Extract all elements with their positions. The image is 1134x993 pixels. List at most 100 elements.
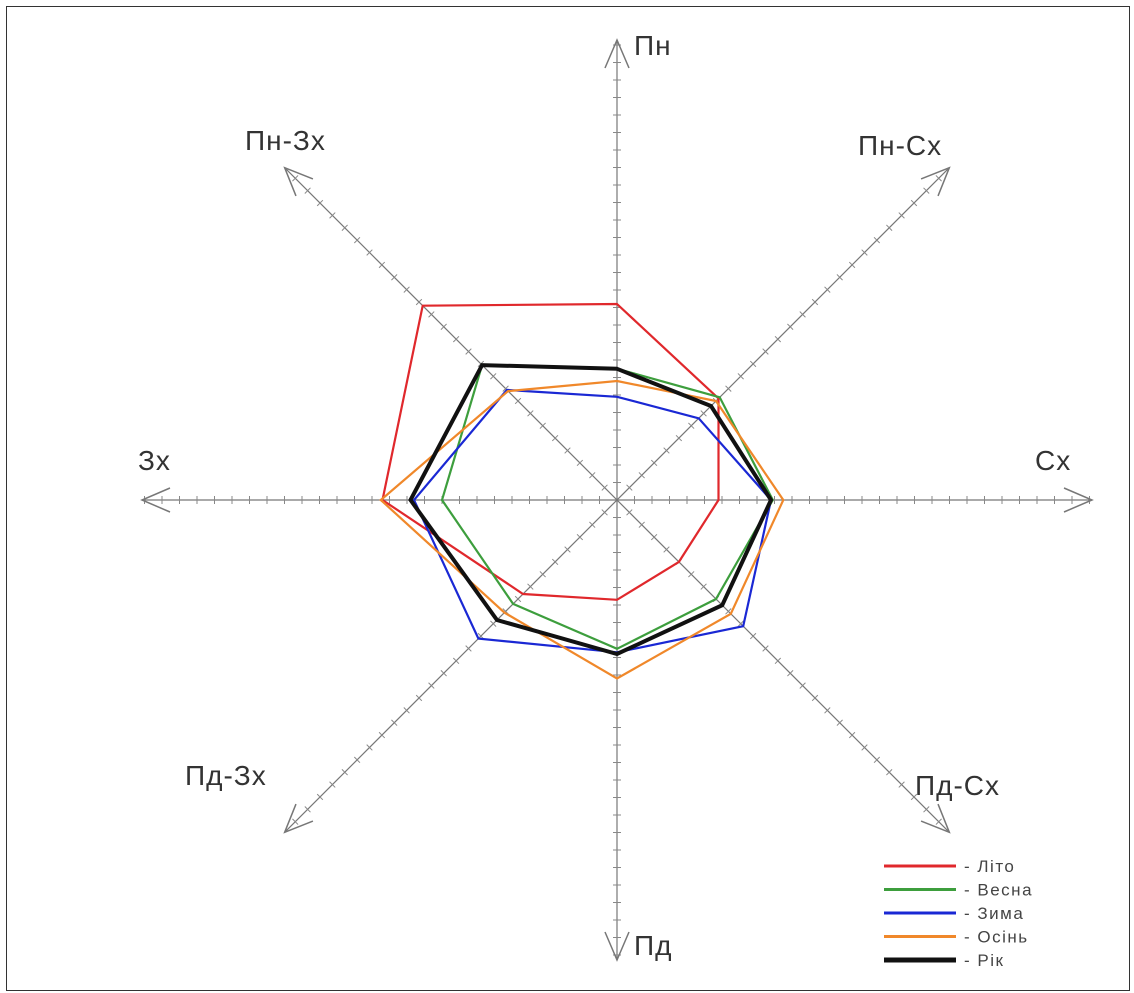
- direction-label-сх: Сх: [1035, 445, 1071, 476]
- axis-tick: [576, 459, 584, 467]
- axis-tick: [749, 632, 757, 640]
- axis-tick: [551, 558, 559, 566]
- axis-tick: [601, 509, 608, 516]
- axis-tick: [304, 187, 311, 194]
- axis-tick: [910, 793, 918, 801]
- axis-tick: [403, 707, 410, 714]
- axis-tick: [873, 756, 881, 764]
- axis-tick: [848, 261, 856, 269]
- axis-tick: [923, 187, 930, 194]
- axis-tick: [799, 682, 806, 689]
- axis-tick: [589, 472, 596, 479]
- axis-tick: [774, 657, 782, 665]
- axis-tick: [539, 422, 546, 429]
- axis-tick: [539, 571, 546, 578]
- legend: - Літо - Весна - Зима - Осінь - Рік: [884, 857, 1033, 970]
- arrowhead-пн: [604, 38, 630, 69]
- axis-tick: [514, 595, 522, 603]
- axis-tick: [378, 261, 386, 269]
- axis-tick: [898, 781, 905, 788]
- arrowhead-зх: [140, 487, 171, 513]
- axis-tick: [935, 818, 942, 825]
- axis-tick: [886, 769, 893, 776]
- axis-tick: [440, 670, 447, 677]
- axis-tick: [836, 719, 843, 726]
- axis-tick: [638, 521, 645, 528]
- axis-tick: [787, 670, 794, 677]
- axis-tick: [329, 781, 336, 788]
- axis-tick: [452, 657, 460, 665]
- axis-tick: [811, 694, 819, 702]
- axis-tick: [663, 546, 670, 553]
- axis-tick: [935, 175, 942, 182]
- axis-tick: [576, 533, 584, 541]
- axis-tick: [663, 447, 670, 454]
- axis-tick: [861, 249, 868, 256]
- axis-tick: [292, 818, 299, 825]
- axis-tick: [490, 620, 497, 627]
- axis-tick: [873, 236, 881, 244]
- series-літо: [381, 302, 720, 601]
- axis-tick: [700, 583, 707, 590]
- axis-tick: [836, 274, 843, 281]
- axis-tick: [898, 212, 905, 219]
- axis-tick: [440, 323, 447, 330]
- legend-label-зима: - Зима: [964, 904, 1024, 923]
- axis-tick: [688, 422, 695, 429]
- axis-tick: [316, 199, 324, 207]
- direction-label-зх: Зх: [138, 445, 171, 476]
- series-рік: [408, 363, 774, 657]
- axis-tick: [824, 707, 831, 714]
- arrowhead-пд-сх: [920, 803, 951, 834]
- arrowhead-пд: [604, 931, 630, 962]
- legend-label-весна: - Весна: [964, 881, 1033, 900]
- axis-tick: [650, 459, 658, 467]
- axis-tick: [811, 298, 819, 306]
- axis-tick: [886, 224, 893, 231]
- axis-tick: [737, 373, 744, 380]
- axis-tick: [341, 224, 348, 231]
- axis-tick: [428, 311, 435, 318]
- axis-tick: [589, 521, 596, 528]
- axis-tick: [490, 373, 497, 380]
- axis-tick: [403, 286, 410, 293]
- axis-tick: [910, 199, 918, 207]
- direction-label-пд-зх: Пд-Зх: [185, 760, 267, 791]
- axis-tick: [465, 348, 472, 355]
- axis-tick: [700, 410, 707, 417]
- axis-tick: [848, 731, 856, 739]
- axis-tick: [366, 744, 373, 751]
- axis-tick: [378, 731, 386, 739]
- series-group: [379, 302, 785, 680]
- direction-label-пн: Пн: [634, 30, 672, 61]
- axis-tick: [391, 719, 398, 726]
- axis-tick: [329, 212, 336, 219]
- axis-tick: [316, 793, 324, 801]
- axis-tick: [514, 397, 522, 405]
- axis-tick: [415, 694, 423, 702]
- direction-labels: Пн Пн-Сх Сх Пд-Сх Пд Пд-Зх Зх Пн-Зх: [138, 30, 1071, 961]
- axis-tick: [564, 546, 571, 553]
- axis-tick: [551, 434, 559, 442]
- axis-tick: [502, 385, 509, 392]
- axis-tick: [638, 472, 645, 479]
- axis-tick: [353, 236, 361, 244]
- axis-tick: [725, 385, 732, 392]
- axis-tick: [452, 335, 460, 343]
- axis-tick: [923, 806, 930, 813]
- direction-label-пд: Пд: [634, 930, 672, 961]
- legend-label-рік: - Рік: [964, 951, 1004, 970]
- arrowhead-пд-зх: [283, 803, 314, 834]
- legend-label-осінь: - Осінь: [964, 928, 1029, 947]
- axis-tick: [650, 533, 658, 541]
- direction-label-пн-зх: Пн-Зх: [245, 125, 326, 156]
- axis-tick: [626, 509, 633, 516]
- axis-tick: [353, 756, 361, 764]
- axis-tick: [527, 410, 534, 417]
- axis-tick: [762, 348, 769, 355]
- series-осінь: [379, 379, 785, 680]
- axis-tick: [725, 608, 732, 615]
- arrowhead-пн-зх: [283, 166, 314, 197]
- axis-tick: [601, 484, 608, 491]
